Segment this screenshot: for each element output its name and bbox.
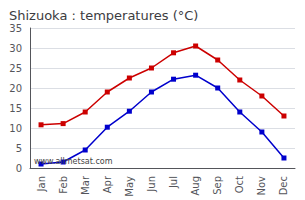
svg-text:Oct: Oct <box>234 176 245 193</box>
svg-text:Jun: Jun <box>146 176 157 193</box>
svg-text:May: May <box>124 176 135 197</box>
svg-text:20: 20 <box>9 83 22 94</box>
svg-text:www.allmetsat.com: www.allmetsat.com <box>34 157 113 166</box>
svg-text:10: 10 <box>9 123 22 134</box>
svg-text:30: 30 <box>9 43 22 54</box>
svg-text:Apr: Apr <box>102 175 113 193</box>
svg-text:Mar: Mar <box>80 175 91 195</box>
svg-text:Nov: Nov <box>256 176 267 196</box>
svg-text:35: 35 <box>9 23 22 34</box>
svg-text:Aug: Aug <box>190 176 201 196</box>
svg-text:Jul: Jul <box>168 176 179 189</box>
svg-text:Shizuoka : temperatures (°C): Shizuoka : temperatures (°C) <box>9 8 198 23</box>
svg-text:0: 0 <box>16 163 22 174</box>
svg-text:Sep: Sep <box>212 176 223 195</box>
svg-text:Dec: Dec <box>278 176 289 195</box>
svg-text:5: 5 <box>16 143 22 154</box>
svg-text:Feb: Feb <box>58 176 69 194</box>
svg-text:Jan: Jan <box>36 176 47 192</box>
svg-text:25: 25 <box>9 63 22 74</box>
svg-text:15: 15 <box>9 103 22 114</box>
